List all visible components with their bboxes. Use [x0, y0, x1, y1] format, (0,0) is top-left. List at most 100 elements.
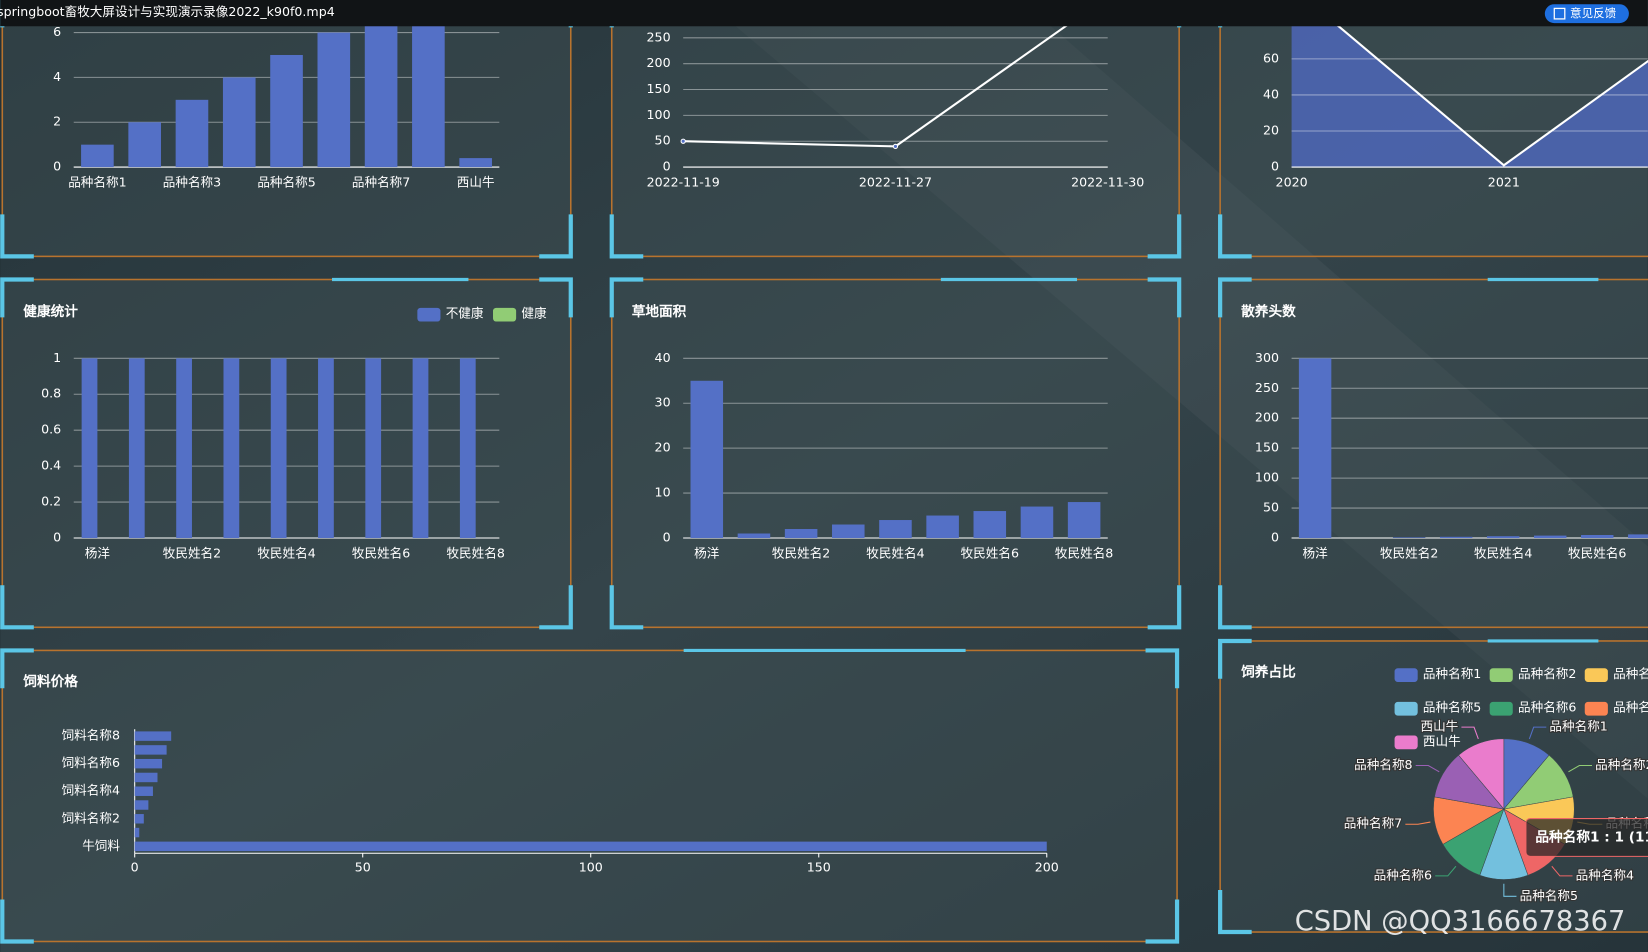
panel-corner [609, 277, 644, 318]
legend-label: 品种名称1 [1423, 666, 1481, 681]
y-tick-label: 100 [647, 107, 671, 122]
chart-title: 饲料价格 [22, 673, 78, 690]
y-tick-label: 50 [1263, 500, 1279, 515]
panel-corner [1218, 277, 1252, 318]
legend-swatch [417, 307, 441, 322]
y-tick-label: 0 [1271, 159, 1279, 174]
legend-label: 健康 [521, 306, 547, 321]
x-tick-label: 牧民姓名8 [1055, 545, 1113, 560]
title-bar: springboot畜牧大屏设计与实现演示录像2022_k90f0.mp4 意见… [0, 0, 1648, 27]
bar [1298, 358, 1332, 538]
feedback-button[interactable] [1544, 4, 1629, 24]
x-tick-label: 200 [1035, 859, 1059, 874]
y-tick-label: 60 [1263, 50, 1279, 65]
bar [459, 358, 476, 538]
y-tick-label: 0 [663, 529, 671, 544]
watermark: CSDN @QQ3166678367 [1295, 906, 1626, 937]
x-tick-label: 牧民姓名6 [1568, 545, 1626, 560]
title-bar-bg [0, 0, 1648, 27]
bar [134, 745, 167, 755]
pie-leader [1528, 726, 1547, 740]
x-tick-label: 品种名称3 [163, 174, 221, 189]
x-tick-label: 2022-11-30 [1071, 174, 1144, 189]
y-tick-label: 饲料名称8 [62, 728, 120, 743]
feedback-label[interactable]: 意见反馈 [1570, 6, 1617, 20]
x-tick-label: 牧民姓名4 [866, 545, 924, 560]
background-streak [735, 26, 1648, 799]
x-tick-label: 牧民姓名6 [961, 545, 1019, 560]
y-tick-label: 饲料名称6 [62, 755, 120, 770]
x-tick-label: 牧民姓名2 [772, 545, 830, 560]
y-tick-label: 10 [655, 485, 671, 500]
x-tick-label: 0 [131, 859, 139, 874]
panel-corner [539, 214, 573, 259]
feedback-icon [1553, 7, 1566, 20]
panel-corner [0, 648, 34, 689]
bar [134, 758, 163, 769]
pie-label: 品种名称5 [1520, 888, 1578, 903]
pie-label: 品种名称1 [1549, 719, 1607, 734]
bar [318, 358, 334, 538]
pie-leader [1435, 865, 1457, 877]
pie-slice [1458, 738, 1505, 810]
x-tick-label: 150 [807, 859, 831, 874]
legend-label: 品种名称7 [1613, 700, 1648, 715]
bar [737, 533, 771, 538]
chart-title: 散养头数 [1241, 303, 1296, 320]
panel-corner [609, 214, 644, 259]
x-tick-label: 牧民姓名4 [257, 545, 315, 560]
x-tick-label: 2022-11-27 [859, 174, 932, 189]
y-tick-label: 2 [53, 114, 61, 129]
bar [128, 122, 161, 168]
bar [690, 380, 724, 538]
x-tick-label: 100 [579, 859, 603, 874]
bar [134, 841, 1047, 852]
bar [365, 358, 382, 538]
panel-corner [1147, 214, 1182, 259]
pie-leader [1405, 821, 1431, 825]
x-tick-label: 牧民姓名8 [446, 545, 504, 560]
bar [412, 358, 429, 538]
x-tick-label: 杨洋 [1303, 545, 1329, 560]
pie-leader [1415, 764, 1440, 773]
y-tick-label: 饲料名称4 [62, 783, 120, 798]
y-tick-label: 20 [655, 440, 671, 455]
y-tick-label: 0 [663, 159, 671, 174]
y-tick-label: 0 [53, 529, 61, 544]
bar [926, 515, 959, 538]
x-tick-label: 杨洋 [85, 545, 111, 560]
bar [134, 827, 140, 838]
y-tick-label: 250 [647, 29, 671, 44]
bar [364, 10, 398, 168]
x-tick-label: 2022-11-19 [647, 174, 720, 189]
chart-title: 草地面积 [632, 303, 687, 320]
panel [1219, 640, 1648, 933]
window-title: springboot畜牧大屏设计与实现演示录像2022_k90f0.mp4 [0, 4, 335, 19]
y-tick-label: 0.8 [41, 386, 61, 401]
legend-swatch [493, 307, 517, 322]
y-tick-label: 100 [1255, 470, 1279, 485]
bar [222, 77, 256, 168]
x-tick-label: 杨洋 [694, 545, 720, 560]
legend-label: 品种名称5 [1423, 700, 1481, 715]
area-line [1305, 0, 1648, 167]
panel-corner [1218, 585, 1252, 630]
pie-label: 品种名称8 [1354, 757, 1412, 772]
x-tick-label: 牧民姓名2 [163, 545, 221, 560]
bar [128, 358, 145, 538]
bar [134, 800, 149, 810]
area [1291, 0, 1648, 168]
pie-label: 西山牛 [1420, 719, 1458, 734]
bar [1628, 534, 1648, 538]
panel [1219, 278, 1648, 629]
bar [459, 158, 492, 168]
panel-corner [1145, 899, 1180, 944]
x-tick-label: 西山牛 [457, 174, 495, 189]
bar [134, 814, 144, 824]
panel-corner [0, 214, 34, 259]
y-tick-label: 200 [1255, 410, 1279, 425]
bar [175, 99, 209, 168]
panel-corner [0, 585, 34, 630]
pie-label: 品种名称6 [1374, 867, 1432, 882]
